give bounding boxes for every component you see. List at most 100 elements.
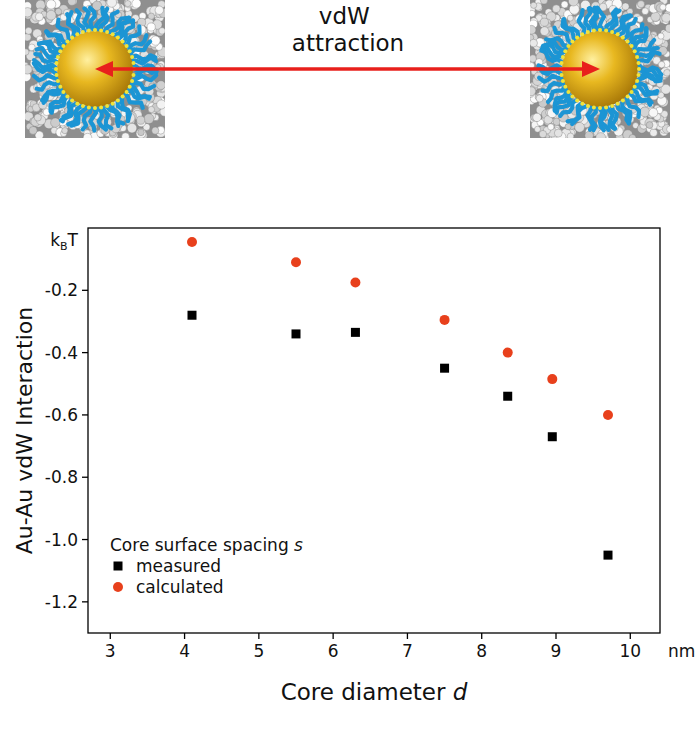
sulfur-atom <box>610 104 614 108</box>
ligand <box>132 75 156 80</box>
ligand <box>44 86 60 103</box>
ligand <box>84 8 89 30</box>
sulfur-atom <box>586 104 590 108</box>
sulfur-atom <box>626 39 630 43</box>
solvent-molecule <box>646 122 653 129</box>
ligand <box>638 52 660 61</box>
solvent-molecule <box>530 25 536 34</box>
sulfur-atom <box>561 55 565 59</box>
solvent-molecule <box>585 131 594 138</box>
solvent-molecule <box>51 118 60 127</box>
sulfur-atom <box>128 49 132 53</box>
unit-sub: B <box>60 240 68 253</box>
sulfur-atom <box>111 32 115 36</box>
annotation: vdW attraction <box>292 3 404 56</box>
sulfur-atom <box>93 106 97 110</box>
solvent-molecule <box>660 4 666 10</box>
sulfur-atom <box>128 85 132 89</box>
x-tick <box>258 633 259 639</box>
sulfur-atom <box>54 67 58 71</box>
sulfur-atom <box>563 49 567 53</box>
sulfur-atom <box>105 30 109 34</box>
data-point <box>503 392 512 401</box>
sulfur-atom <box>575 99 579 103</box>
sulfur-atom <box>637 73 641 77</box>
solvent-molecule <box>664 69 670 76</box>
sulfur-atom <box>616 32 620 36</box>
solvent-molecule <box>554 129 562 137</box>
sulfur-atom <box>75 32 79 36</box>
sulfur-atom <box>592 106 596 110</box>
solvent-molecule <box>144 114 154 124</box>
x-tick <box>555 633 556 639</box>
solvent-molecule <box>157 81 165 90</box>
y-tick <box>82 414 88 415</box>
sulfur-atom <box>563 85 567 89</box>
sulfur-atom <box>566 90 570 94</box>
sulfur-atom <box>132 61 136 65</box>
solvent-molecule <box>650 129 658 137</box>
solvent-molecule <box>157 100 165 109</box>
solvent-molecule <box>148 13 154 19</box>
sulfur-atom <box>65 95 69 99</box>
sulfur-atom <box>55 73 59 77</box>
sulfur-atom <box>70 99 74 103</box>
data-point <box>440 364 449 373</box>
solvent-molecule <box>658 33 664 39</box>
sulfur-atom <box>575 35 579 39</box>
y-tick-label: -0.2 <box>45 280 78 300</box>
sulfur-atom <box>621 99 625 103</box>
ligand <box>546 38 569 46</box>
sulfur-atom <box>116 99 120 103</box>
data-point <box>440 315 450 325</box>
data-point <box>188 311 197 320</box>
solvent-molecule <box>637 1 644 8</box>
data-point <box>503 348 513 358</box>
sulfur-atom <box>633 49 637 53</box>
ligand <box>131 42 150 54</box>
sulfur-atom <box>56 55 60 59</box>
sulfur-atom <box>81 30 85 34</box>
solvent-molecule <box>151 36 160 45</box>
unit-part: k <box>50 230 60 250</box>
sulfur-atom <box>630 44 634 48</box>
ligand <box>133 57 156 63</box>
sulfur-atom <box>561 79 565 83</box>
sulfur-atom <box>70 35 74 39</box>
solvent-molecule <box>665 24 670 32</box>
solvent-molecule <box>29 126 37 134</box>
ligand <box>125 94 143 108</box>
arrow-shaft <box>107 67 588 71</box>
sulfur-atom <box>116 35 120 39</box>
x-tick <box>630 633 631 639</box>
x-tick-label: 4 <box>179 641 190 661</box>
sulfur-atom <box>132 73 136 77</box>
solvent-molecule <box>25 33 31 41</box>
solvent-molecule <box>530 87 536 96</box>
sulfur-atom <box>61 90 65 94</box>
solvent-molecule <box>147 23 155 31</box>
solvent-molecule <box>83 133 92 138</box>
solvent-molecule <box>107 0 117 7</box>
sulfur-atom <box>598 106 602 110</box>
solvent-molecule <box>152 127 159 134</box>
solvent-molecule <box>651 12 660 21</box>
legend-label: measured <box>136 556 221 576</box>
y-tick <box>82 539 88 540</box>
data-point <box>351 328 360 337</box>
sulfur-atom <box>604 29 608 33</box>
ligand <box>599 108 609 130</box>
sulfur-atom <box>121 39 125 43</box>
sulfur-atom <box>75 102 79 106</box>
solvent-molecule <box>127 123 137 133</box>
arrow-head <box>95 61 113 77</box>
solvent-molecule <box>658 61 665 68</box>
data-point <box>350 278 360 288</box>
solvent-molecule <box>596 133 606 138</box>
sulfur-atom <box>65 39 69 43</box>
x-tick <box>481 633 482 639</box>
solvent-molecule <box>155 6 163 14</box>
solvent-molecule <box>667 126 670 133</box>
x-tick <box>407 633 408 639</box>
y-tick-label: -0.6 <box>45 405 78 425</box>
